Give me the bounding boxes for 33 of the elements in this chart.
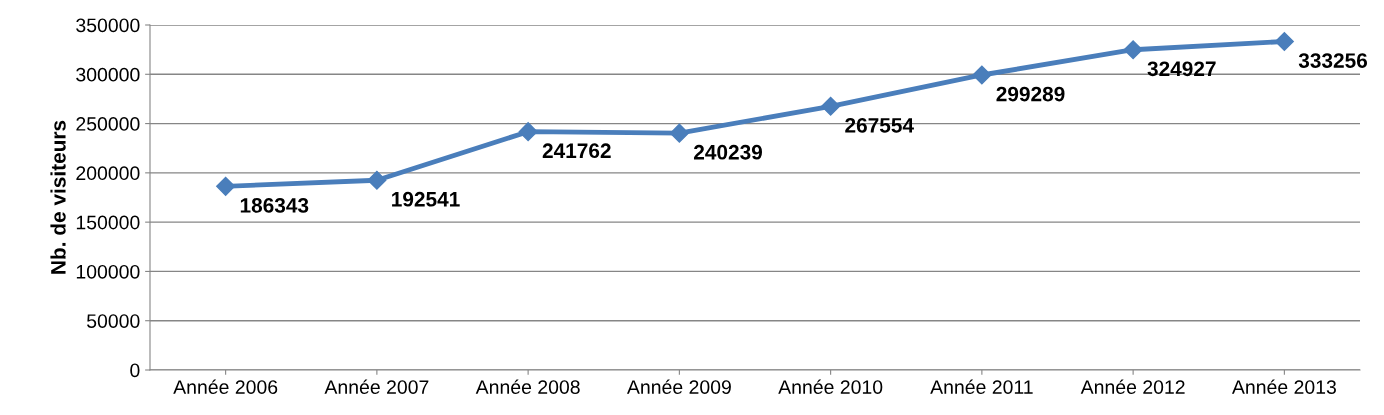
x-tick-label: Année 2010 (778, 379, 883, 394)
data-label: 333256 (1298, 53, 1368, 68)
x-tick-label: Année 2013 (1231, 379, 1336, 394)
y-tick-label: 50000 (86, 314, 140, 328)
x-tick-label: Année 2008 (475, 379, 580, 394)
data-label: 324927 (1147, 61, 1216, 77)
y-tick-label: 150000 (76, 215, 140, 230)
x-tick-label: Année 2012 (1080, 379, 1185, 394)
x-tick-label: Année 2006 (173, 379, 278, 394)
point (1274, 31, 1294, 52)
x-tick-label: Année 2011 (930, 379, 1033, 394)
x-tick-label: Année 2007 (324, 379, 429, 394)
point (518, 122, 538, 142)
y-tick-label: 0 (130, 363, 140, 378)
data-label: 241762 (542, 143, 611, 159)
point (216, 176, 236, 196)
data-label: 267554 (845, 117, 914, 133)
point (821, 96, 841, 116)
point (669, 123, 689, 143)
y-tick-label: 350000 (76, 18, 140, 33)
x-tick-label: Année 2009 (626, 379, 731, 394)
data-label: 299289 (996, 86, 1065, 102)
point (367, 170, 387, 190)
data-label: 186343 (240, 197, 309, 213)
y-tick-label: 100000 (76, 264, 140, 279)
y-tick-label: 250000 (76, 117, 140, 131)
y-tick-label: 200000 (76, 166, 140, 181)
data-label: 192541 (392, 191, 460, 207)
point (972, 65, 992, 85)
data-label: 240239 (693, 144, 763, 160)
y-tick-label: 300000 (76, 67, 140, 82)
point (1123, 40, 1143, 60)
y-axis-title: Nb. de visiteurs (50, 120, 66, 274)
